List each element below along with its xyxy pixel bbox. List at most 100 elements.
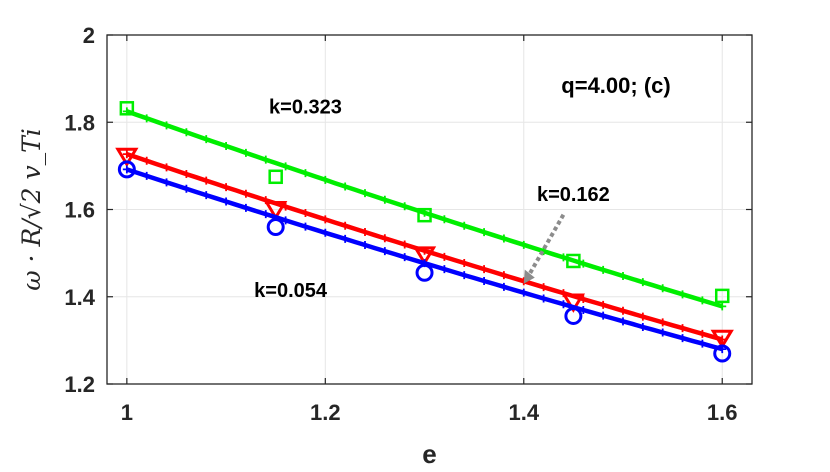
series-plus-marker [440, 265, 449, 274]
x-tick-label: 1.2 [310, 400, 341, 425]
series-plus-marker [638, 278, 647, 287]
y-axis-label: ω · R/√2 v_Ti [17, 128, 46, 291]
series-plus-marker [698, 339, 707, 348]
series-plus-marker [182, 128, 191, 137]
series-plus-marker [301, 209, 310, 218]
series-2 [117, 160, 732, 363]
series-plus-marker [480, 265, 489, 274]
series-plus-marker [261, 210, 270, 219]
series-plus-marker [499, 271, 508, 280]
series-plus-marker [162, 121, 171, 130]
series-plus-marker [718, 302, 727, 311]
series-plus-marker [222, 183, 231, 192]
y-axis-label-group: ω · R/√2 v_Ti [17, 128, 46, 291]
series-plus-marker [341, 221, 350, 230]
series-plus-marker [380, 247, 389, 256]
annotation-arrow-head [523, 269, 535, 284]
y-tick-label: 2 [83, 23, 95, 48]
series-plus-marker [499, 282, 508, 291]
x-tick-label: 1.4 [508, 400, 539, 425]
series-plus-marker [460, 271, 469, 280]
data-point [417, 207, 432, 223]
series-plus-marker [480, 228, 489, 237]
series-plus-marker [361, 228, 369, 237]
series-plus-marker [539, 294, 548, 303]
series-0 [119, 101, 730, 311]
series-plus-marker [539, 283, 548, 292]
series-plus-marker [241, 148, 250, 157]
series-plus-marker [599, 311, 608, 320]
annotations: k=0.323 k=0.162 k=0.054 [254, 97, 610, 302]
series-plus-marker [400, 202, 409, 211]
series-plus-marker [559, 300, 568, 309]
series-plus-marker [658, 318, 667, 327]
series-plus-marker [321, 175, 330, 184]
series-plus-marker [222, 142, 231, 151]
series-plus-marker [519, 240, 528, 249]
series-plus-marker [460, 259, 469, 268]
series-plus-marker [341, 234, 350, 243]
data-point [714, 288, 730, 304]
series-plus-marker [440, 252, 449, 261]
series-plus-marker [678, 334, 687, 343]
annotation-label: k=0.323 [269, 97, 342, 119]
series-plus-marker [241, 203, 250, 212]
series-plus-marker [301, 222, 310, 231]
series-plus-marker [619, 272, 627, 281]
series-plus-marker [281, 216, 290, 225]
series-plus-marker [122, 150, 131, 159]
panel-label: q=4.00; (c) [561, 73, 670, 98]
data-point [115, 147, 139, 168]
series-plus-marker [440, 215, 449, 224]
series-plus-marker [619, 306, 627, 315]
data-point [561, 293, 586, 313]
series-plus-marker [380, 195, 389, 204]
data-point [268, 169, 283, 185]
series-plus-marker [599, 300, 608, 309]
x-tick-label: 1 [121, 400, 133, 425]
series-plus-marker [678, 324, 687, 333]
series-plus-marker [519, 288, 528, 297]
series-plus-marker [638, 322, 647, 331]
data-point [412, 246, 437, 266]
series-plus-marker [142, 171, 151, 180]
annotation-label: k=0.054 [254, 280, 328, 302]
y-tick-label: 1.6 [64, 198, 95, 223]
series-plus-marker [698, 329, 707, 338]
series-plus-marker [619, 317, 627, 326]
series-plus-marker [400, 253, 409, 262]
series-plus-marker [658, 284, 667, 293]
data-point [264, 201, 288, 221]
series-layer [115, 101, 734, 363]
series-plus-marker [579, 259, 588, 268]
series-plus-marker [202, 176, 211, 185]
data-point [713, 344, 732, 363]
series-plus-marker [301, 169, 310, 178]
x-axis-label: e [422, 439, 436, 469]
series-plus-marker [361, 241, 369, 250]
series-plus-marker [241, 189, 250, 198]
series-plus-marker [162, 163, 171, 172]
series-plus-marker [460, 221, 469, 230]
data-point [564, 306, 583, 325]
series-plus-marker [678, 290, 687, 299]
data-point [119, 101, 135, 116]
series-plus-marker [182, 184, 191, 193]
series-plus-marker [142, 156, 151, 165]
series-plus-marker [142, 114, 151, 123]
tick-layer: 1 1.2 1.4 1.6 1.2 1.4 1.6 1.8 2 [64, 23, 752, 425]
series-plus-marker [361, 189, 369, 198]
series-plus-marker [380, 234, 389, 243]
annotation-label: k=0.162 [537, 184, 610, 206]
annotation-arrow-shaft [528, 213, 566, 275]
series-plus-marker [162, 178, 171, 187]
series-plus-marker [559, 253, 568, 262]
series-plus-marker [480, 276, 489, 285]
series-plus-marker [281, 162, 290, 171]
series-plus-marker [321, 215, 330, 224]
data-point [566, 253, 581, 269]
series-plus-marker [579, 305, 588, 314]
series-plus-marker [599, 265, 608, 274]
data-point [710, 329, 734, 350]
